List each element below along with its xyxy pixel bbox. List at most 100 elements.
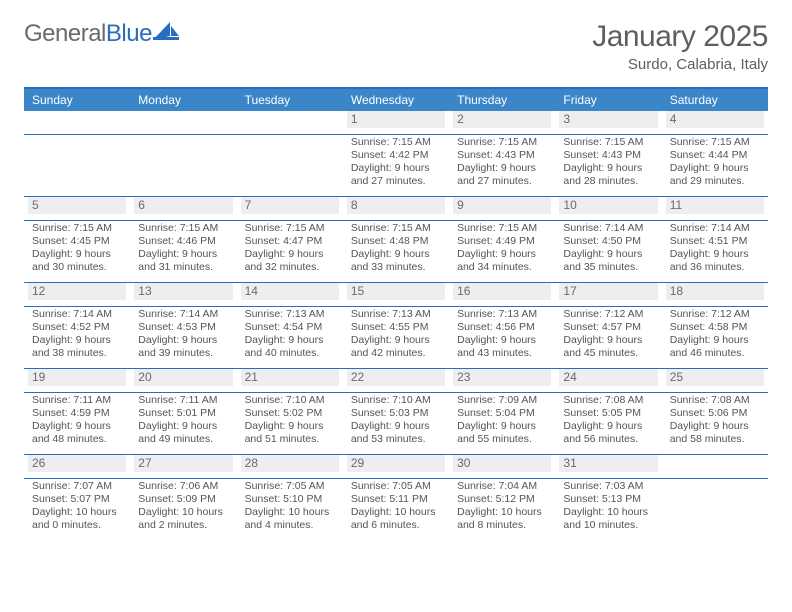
day-number-cell: 28 (237, 455, 343, 479)
day-sunrise: Sunrise: 7:15 AM (351, 136, 441, 149)
day-sunset: Sunset: 5:13 PM (563, 493, 653, 506)
day-number: 27 (134, 455, 232, 472)
day-sunrise: Sunrise: 7:13 AM (245, 308, 335, 321)
day-number: 13 (134, 283, 232, 300)
day-sunrise: Sunrise: 7:13 AM (351, 308, 441, 321)
day-sunset: Sunset: 4:58 PM (670, 321, 760, 334)
day-sunrise: Sunrise: 7:13 AM (457, 308, 547, 321)
day-cell: Sunrise: 7:09 AMSunset: 5:04 PMDaylight:… (449, 393, 555, 455)
day-daylight1: Daylight: 10 hours (457, 506, 547, 519)
day-number-cell: 14 (237, 283, 343, 307)
day-number: 29 (347, 455, 445, 472)
day-sunset: Sunset: 5:06 PM (670, 407, 760, 420)
day-number-cell: 25 (662, 369, 768, 393)
day-daylight2: and 30 minutes. (32, 261, 122, 274)
day-cell: Sunrise: 7:11 AMSunset: 4:59 PMDaylight:… (24, 393, 130, 455)
day-sunrise: Sunrise: 7:15 AM (351, 222, 441, 235)
day-number-cell: 4 (662, 111, 768, 135)
day-daylight2: and 35 minutes. (563, 261, 653, 274)
day-daylight1: Daylight: 9 hours (563, 162, 653, 175)
day-sunset: Sunset: 4:45 PM (32, 235, 122, 248)
day-cell: Sunrise: 7:08 AMSunset: 5:05 PMDaylight:… (555, 393, 661, 455)
day-sunrise: Sunrise: 7:07 AM (32, 480, 122, 493)
day-daylight2: and 33 minutes. (351, 261, 441, 274)
day-number (666, 455, 764, 472)
logo-text-part2: Blue (106, 20, 152, 47)
day-daylight2: and 55 minutes. (457, 433, 547, 446)
day-number: 20 (134, 369, 232, 386)
day-sunset: Sunset: 4:49 PM (457, 235, 547, 248)
day-daylight2: and 27 minutes. (351, 175, 441, 188)
day-daylight2: and 51 minutes. (245, 433, 335, 446)
day-number: 31 (559, 455, 657, 472)
day-number (134, 111, 232, 128)
day-daylight1: Daylight: 9 hours (563, 420, 653, 433)
location: Surdo, Calabria, Italy (592, 56, 768, 73)
day-sunset: Sunset: 4:54 PM (245, 321, 335, 334)
day-sunrise: Sunrise: 7:15 AM (138, 222, 228, 235)
day-sunset: Sunset: 4:48 PM (351, 235, 441, 248)
day-cell (130, 135, 236, 197)
day-sunset: Sunset: 4:57 PM (563, 321, 653, 334)
day-daylight2: and 48 minutes. (32, 433, 122, 446)
day-number-cell: 6 (130, 197, 236, 221)
day-sunrise: Sunrise: 7:11 AM (32, 394, 122, 407)
day-daylight2: and 53 minutes. (351, 433, 441, 446)
day-sunrise: Sunrise: 7:10 AM (245, 394, 335, 407)
day-number-cell: 29 (343, 455, 449, 479)
day-number: 11 (666, 197, 764, 214)
day-daylight1: Daylight: 9 hours (457, 162, 547, 175)
day-number-cell: 23 (449, 369, 555, 393)
day-sunrise: Sunrise: 7:14 AM (670, 222, 760, 235)
day-number-cell: 3 (555, 111, 661, 135)
day-sunrise: Sunrise: 7:15 AM (563, 136, 653, 149)
day-number-cell: 22 (343, 369, 449, 393)
week-row: Sunrise: 7:14 AMSunset: 4:52 PMDaylight:… (24, 307, 768, 369)
day-daylight2: and 4 minutes. (245, 519, 335, 532)
day-sunset: Sunset: 5:03 PM (351, 407, 441, 420)
day-daylight1: Daylight: 9 hours (245, 334, 335, 347)
day-number-cell: 13 (130, 283, 236, 307)
day-cell (662, 479, 768, 541)
day-number-cell (237, 111, 343, 135)
day-cell: Sunrise: 7:08 AMSunset: 5:06 PMDaylight:… (662, 393, 768, 455)
day-number: 25 (666, 369, 764, 386)
day-cell: Sunrise: 7:13 AMSunset: 4:56 PMDaylight:… (449, 307, 555, 369)
weekday-header: Monday (130, 88, 236, 111)
day-number: 22 (347, 369, 445, 386)
day-sunset: Sunset: 4:52 PM (32, 321, 122, 334)
day-sunset: Sunset: 4:43 PM (563, 149, 653, 162)
day-cell: Sunrise: 7:03 AMSunset: 5:13 PMDaylight:… (555, 479, 661, 541)
day-daylight1: Daylight: 9 hours (32, 420, 122, 433)
day-daylight1: Daylight: 9 hours (670, 248, 760, 261)
day-daylight2: and 38 minutes. (32, 347, 122, 360)
day-number-cell: 5 (24, 197, 130, 221)
day-number: 5 (28, 197, 126, 214)
day-number-cell: 16 (449, 283, 555, 307)
day-daylight2: and 42 minutes. (351, 347, 441, 360)
logo-text: GeneralBlue (24, 20, 152, 48)
day-daylight2: and 31 minutes. (138, 261, 228, 274)
calendar-table: Sunday Monday Tuesday Wednesday Thursday… (24, 87, 768, 540)
weekday-header: Friday (555, 88, 661, 111)
day-sunrise: Sunrise: 7:14 AM (563, 222, 653, 235)
day-number: 14 (241, 283, 339, 300)
day-cell: Sunrise: 7:14 AMSunset: 4:52 PMDaylight:… (24, 307, 130, 369)
day-daylight1: Daylight: 9 hours (351, 162, 441, 175)
day-daylight1: Daylight: 9 hours (245, 420, 335, 433)
day-daylight1: Daylight: 10 hours (245, 506, 335, 519)
day-daylight1: Daylight: 9 hours (670, 334, 760, 347)
day-sunset: Sunset: 4:42 PM (351, 149, 441, 162)
header: GeneralBlue January 2025 Surdo, Calabria… (24, 20, 768, 73)
day-daylight1: Daylight: 9 hours (32, 334, 122, 347)
day-number: 1 (347, 111, 445, 128)
title-block: January 2025 Surdo, Calabria, Italy (592, 20, 768, 73)
day-number-cell: 9 (449, 197, 555, 221)
day-cell: Sunrise: 7:13 AMSunset: 4:55 PMDaylight:… (343, 307, 449, 369)
day-daylight1: Daylight: 9 hours (32, 248, 122, 261)
day-cell: Sunrise: 7:15 AMSunset: 4:43 PMDaylight:… (555, 135, 661, 197)
day-daylight2: and 2 minutes. (138, 519, 228, 532)
day-sunrise: Sunrise: 7:14 AM (32, 308, 122, 321)
day-number-cell: 30 (449, 455, 555, 479)
day-sunset: Sunset: 5:01 PM (138, 407, 228, 420)
